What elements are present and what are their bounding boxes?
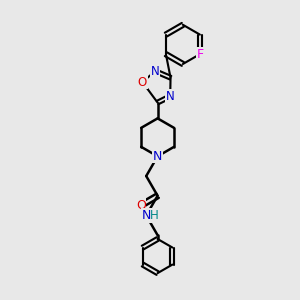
Text: F: F — [196, 48, 203, 61]
Text: H: H — [150, 209, 159, 222]
Text: N: N — [142, 209, 151, 222]
Text: O: O — [136, 199, 146, 212]
Text: O: O — [138, 76, 147, 88]
Text: N: N — [166, 90, 175, 103]
Text: N: N — [153, 150, 162, 163]
Text: N: N — [151, 64, 160, 78]
